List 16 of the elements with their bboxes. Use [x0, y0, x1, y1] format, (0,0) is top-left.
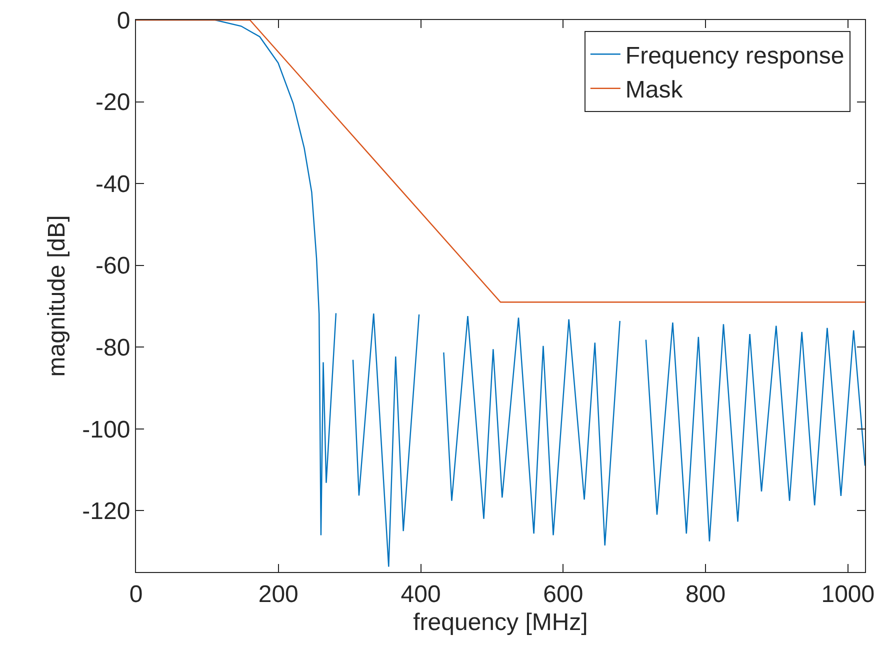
y-tick-label: -120 [82, 498, 130, 526]
x-tick-label: 400 [400, 580, 441, 608]
y-tick-label: -20 [96, 89, 130, 116]
y-tick-label: -80 [96, 334, 130, 362]
x-tick-label: 600 [543, 580, 584, 608]
y-tick-label: -100 [82, 416, 130, 444]
x-tick-label: 800 [686, 580, 726, 608]
legend-label: Mask [625, 76, 684, 104]
x-axis-title: frequency [MHz] [413, 609, 588, 636]
legend-label: Frequency response [625, 42, 844, 70]
y-tick-label: 0 [116, 7, 130, 34]
x-tick-label: 1000 [821, 580, 875, 608]
y-axis-title: magnitude [dB] [43, 215, 70, 377]
y-tick-label: -40 [96, 170, 130, 198]
x-tick-label: 200 [258, 580, 298, 608]
y-tick-label: -60 [96, 252, 130, 280]
